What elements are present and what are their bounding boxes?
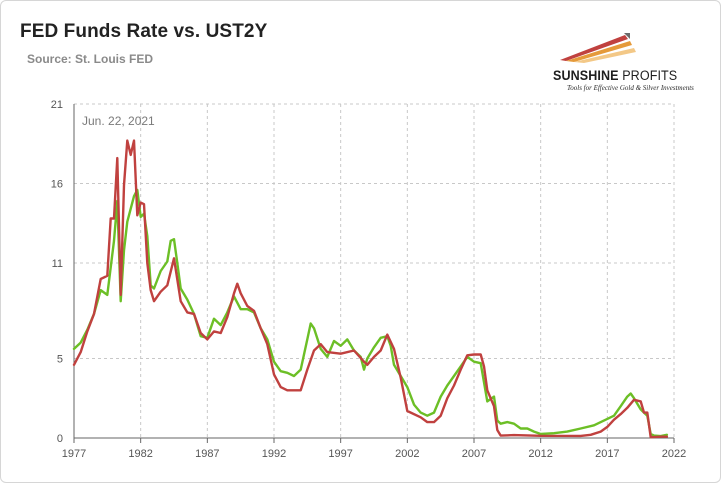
series-line-2	[72, 139, 669, 439]
date-annotation: Jun. 22, 2021	[82, 114, 155, 128]
y-tick-label: 5	[57, 353, 63, 365]
x-tick-label: 1992	[262, 448, 286, 460]
x-tick-label: 2017	[595, 448, 619, 460]
x-tick-label: 2012	[528, 448, 552, 460]
logo-tagline: Tools for Effective Gold & Silver Invest…	[567, 84, 694, 92]
logo-name-bold: SUNSHINE	[553, 68, 619, 83]
x-tick-label: 2022	[662, 448, 686, 460]
x-tick-label: 1977	[62, 448, 86, 460]
chart-title: FED Funds Rate vs. UST2Y	[20, 21, 268, 42]
sunshine-profits-logo-icon	[560, 33, 636, 63]
x-tick-label: 2007	[462, 448, 486, 460]
y-tick-label: 0	[57, 433, 63, 445]
chart-source: Source: St. Louis FED	[27, 52, 154, 66]
x-tick-label: 2002	[395, 448, 419, 460]
x-tick-label: 1987	[195, 448, 219, 460]
logo-wordmark: SUNSHINE PROFITS	[553, 68, 677, 83]
y-tick-label: 21	[51, 99, 63, 111]
series-line-1	[72, 188, 669, 438]
series-lines	[72, 139, 669, 439]
y-tick-label: 16	[51, 179, 63, 191]
logo-name-thin: PROFITS	[618, 68, 678, 83]
grid	[74, 103, 675, 438]
y-tick-label: 11	[52, 258, 63, 270]
axes: 0 5 11 16 21 1977 1982 1987 1992 1997 2002 2007 2012…	[51, 99, 686, 460]
x-tick-label: 1982	[128, 448, 152, 460]
x-tick-label: 1997	[328, 448, 352, 460]
